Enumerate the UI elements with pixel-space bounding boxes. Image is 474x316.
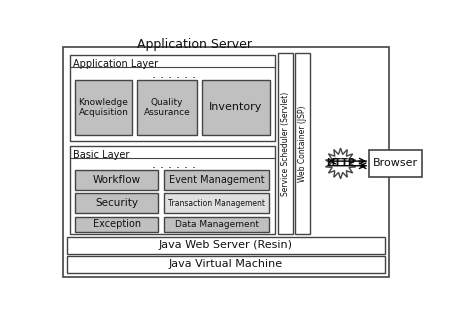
Bar [164, 216, 269, 232]
Bar [295, 53, 310, 234]
Text: . . . . . .: . . . . . . [152, 68, 196, 81]
Text: Basic Layer: Basic Layer [73, 149, 129, 160]
Text: Data Management: Data Management [174, 220, 259, 229]
Bar [67, 256, 385, 273]
Text: Exception: Exception [92, 219, 141, 229]
Text: HTTP: HTTP [326, 158, 355, 168]
Bar [202, 80, 270, 135]
Text: Service Scheduler (Servlet): Service Scheduler (Servlet) [281, 92, 290, 196]
Bar [75, 170, 158, 190]
Text: Application Server: Application Server [137, 38, 252, 51]
Text: Workflow: Workflow [92, 175, 141, 185]
Bar [75, 193, 158, 214]
Text: Java Web Server (Resin): Java Web Server (Resin) [159, 240, 293, 250]
Bar [137, 80, 197, 135]
Text: Event Management: Event Management [169, 175, 264, 185]
Text: Knowledge
Acquisition: Knowledge Acquisition [79, 98, 128, 117]
Text: Transaction Management: Transaction Management [168, 199, 265, 208]
Bar [75, 80, 132, 135]
Text: Java Virtual Machine: Java Virtual Machine [169, 259, 283, 269]
Bar [164, 193, 269, 214]
Text: Quality
Assurance: Quality Assurance [144, 98, 191, 117]
Text: Browser: Browser [373, 158, 418, 168]
Bar [63, 47, 389, 276]
Polygon shape [326, 148, 356, 179]
Text: Inventory: Inventory [209, 102, 263, 112]
Bar [70, 55, 275, 141]
Text: Application Layer: Application Layer [73, 59, 158, 69]
Text: Web Container (JSP): Web Container (JSP) [298, 106, 307, 182]
Bar [67, 237, 385, 253]
Text: Security: Security [95, 198, 138, 209]
Bar [278, 53, 293, 234]
Text: . . . . . .: . . . . . . [152, 158, 196, 171]
Bar [164, 170, 269, 190]
Bar [75, 216, 158, 232]
Bar [70, 146, 275, 234]
Bar [369, 149, 422, 177]
